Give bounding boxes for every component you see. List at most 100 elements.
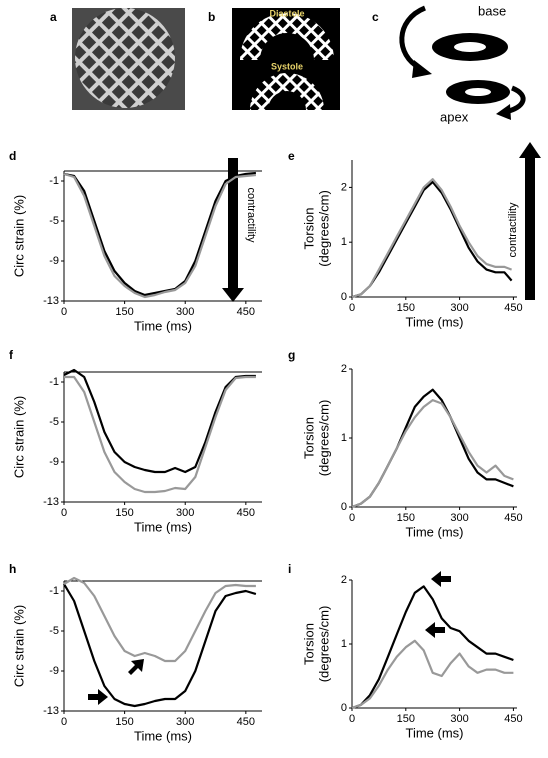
annotation: contractility <box>507 202 519 258</box>
y-axis-label: (degrees/cm) <box>316 400 331 477</box>
panel-label: b <box>208 10 215 24</box>
x-axis-label: Time (ms) <box>405 725 463 740</box>
highlight-arrow <box>425 622 445 638</box>
series-line <box>63 172 257 299</box>
base-ring-hole <box>454 42 486 52</box>
series-line <box>351 639 514 710</box>
x-tick-label: 300 <box>176 507 194 519</box>
y-tick-label: -5 <box>49 625 59 637</box>
y-tick-label: -1 <box>49 585 59 597</box>
systole-label: Systole <box>271 61 303 71</box>
series-line <box>63 171 257 297</box>
x-tick-label: 450 <box>504 713 522 725</box>
x-tick-label: 150 <box>115 306 133 318</box>
diastole-shape <box>240 13 334 60</box>
x-axis-label: Time (ms) <box>134 519 192 534</box>
panel-label: g <box>288 348 295 362</box>
highlight-arrow <box>431 571 451 587</box>
x-axis-label: Time (ms) <box>134 318 192 333</box>
x-tick-label: 0 <box>349 512 355 524</box>
apex-label: apex <box>440 109 469 124</box>
series-line <box>63 583 257 708</box>
y-axis-label: Circ strain (%) <box>11 195 26 277</box>
diastole-label: Diastole <box>269 8 304 18</box>
x-axis-label: Time (ms) <box>134 728 192 743</box>
panel-label: c <box>372 10 379 24</box>
x-axis-label: Time (ms) <box>405 314 463 329</box>
contractility-arrow <box>519 142 541 300</box>
y-axis-label: (degrees/cm) <box>316 190 331 267</box>
arrow-head <box>412 60 432 78</box>
x-tick-label: 300 <box>176 716 194 728</box>
highlight-arrow <box>128 659 144 675</box>
panel-label: d <box>9 149 16 163</box>
x-axis-label: Time (ms) <box>405 524 463 539</box>
x-tick-label: 150 <box>397 713 415 725</box>
y-tick-label: -9 <box>49 456 59 468</box>
x-tick-label: 0 <box>61 716 67 728</box>
x-tick-label: 0 <box>61 306 67 318</box>
x-tick-label: 450 <box>237 716 255 728</box>
x-tick-label: 450 <box>504 512 522 524</box>
x-tick-label: 150 <box>397 512 415 524</box>
series-line <box>64 375 256 494</box>
x-tick-label: 300 <box>450 302 468 314</box>
panel-label: e <box>288 149 295 163</box>
y-tick-label: 1 <box>341 638 347 650</box>
highlight-arrow <box>88 689 108 705</box>
tagged-heart-image <box>75 8 175 108</box>
y-tick-label: 1 <box>341 236 347 248</box>
series-line <box>351 180 513 299</box>
y-axis-label: (degrees/cm) <box>316 606 331 683</box>
x-tick-label: 300 <box>450 512 468 524</box>
series-line <box>63 576 256 663</box>
y-axis-label: Torsion <box>301 208 316 250</box>
systole-shape <box>250 73 324 110</box>
annotation: contractility <box>245 187 257 243</box>
y-tick-label: -13 <box>43 705 59 717</box>
x-tick-label: 300 <box>176 306 194 318</box>
y-tick-label: -1 <box>49 376 59 388</box>
series-line <box>351 399 514 509</box>
panel-label: f <box>9 348 14 362</box>
x-tick-label: 0 <box>61 507 67 519</box>
y-axis-label: Torsion <box>301 417 316 459</box>
y-tick-label: -5 <box>49 215 59 227</box>
contractility-arrow <box>222 158 244 302</box>
x-tick-label: 450 <box>237 306 255 318</box>
x-tick-label: 0 <box>349 713 355 725</box>
series-line <box>351 388 514 509</box>
y-tick-label: -13 <box>43 295 59 307</box>
x-tick-label: 450 <box>237 507 255 519</box>
y-tick-label: 0 <box>341 291 347 303</box>
y-tick-label: 1 <box>341 432 347 444</box>
arrow-head <box>496 104 511 120</box>
y-axis-label: Circ strain (%) <box>11 396 26 478</box>
y-tick-label: -5 <box>49 416 59 428</box>
x-tick-label: 150 <box>115 716 133 728</box>
rotation-arrow <box>399 5 427 71</box>
y-tick-label: -9 <box>49 255 59 267</box>
panel-label: h <box>9 562 16 576</box>
y-tick-label: -13 <box>43 496 59 508</box>
x-tick-label: 0 <box>349 302 355 314</box>
y-tick-label: 2 <box>341 363 347 375</box>
panel-label: a <box>50 10 57 24</box>
y-tick-label: -9 <box>49 665 59 677</box>
y-tick-label: 0 <box>341 702 347 714</box>
base-label: base <box>478 3 506 18</box>
y-tick-label: 2 <box>341 181 347 193</box>
x-tick-label: 300 <box>450 713 468 725</box>
y-axis-label: Circ strain (%) <box>11 605 26 687</box>
x-tick-label: 150 <box>397 302 415 314</box>
y-tick-label: 2 <box>341 574 347 586</box>
apex-ring-hole <box>465 88 491 96</box>
y-axis-label: Torsion <box>301 623 316 665</box>
x-tick-label: 150 <box>115 507 133 519</box>
series-line <box>351 585 514 710</box>
x-tick-label: 450 <box>504 302 522 314</box>
y-tick-label: -1 <box>49 175 59 187</box>
y-tick-label: 0 <box>341 501 347 513</box>
series-line <box>351 178 512 299</box>
